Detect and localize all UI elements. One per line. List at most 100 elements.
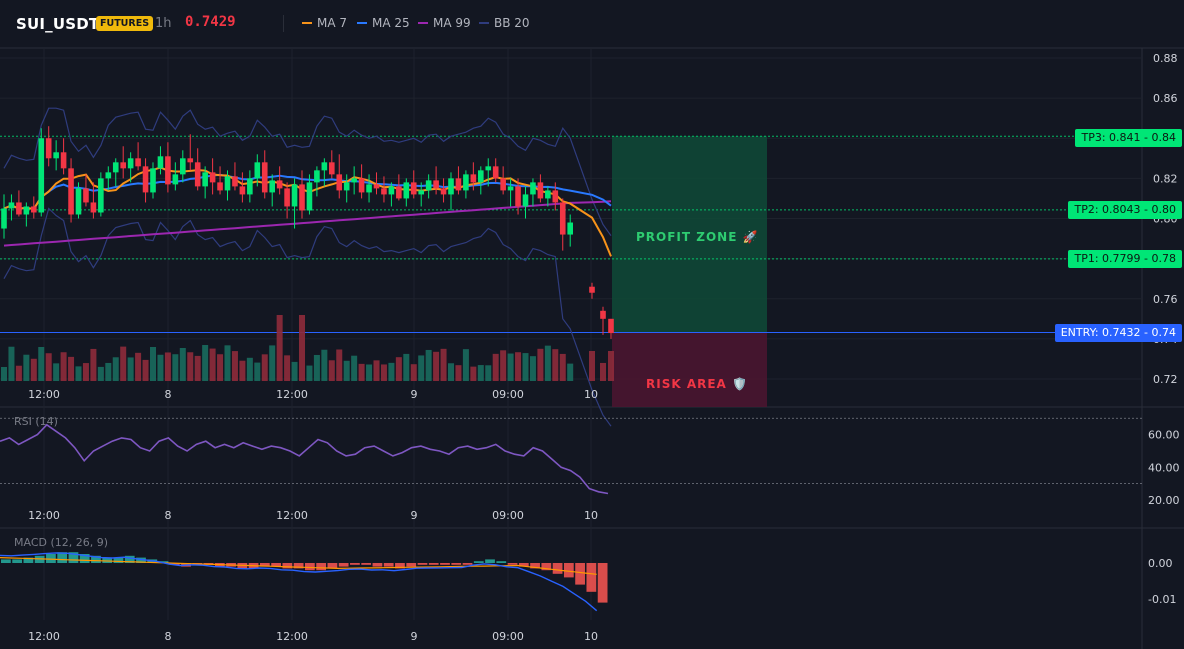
candle-body — [90, 202, 97, 213]
volume-bar — [82, 363, 89, 381]
macd-histogram-bar — [485, 559, 495, 563]
macd-histogram-bar — [563, 563, 574, 578]
legend-ma25[interactable]: MA 25 — [357, 16, 410, 30]
entry-tag[interactable]: ENTRY: 0.7432 - 0.74 — [1054, 324, 1182, 342]
volume-bar — [380, 364, 387, 381]
volume-bar — [589, 351, 595, 381]
macd-histogram-bar — [316, 563, 327, 571]
volume-bar — [150, 347, 156, 381]
volume-bar — [68, 356, 75, 381]
macd-histogram-bar — [507, 563, 518, 565]
volume-bar — [105, 362, 112, 381]
legend-ma99[interactable]: MA 99 — [418, 16, 471, 30]
candle-body — [291, 184, 298, 207]
legend-bb20[interactable]: BB 20 — [479, 16, 530, 30]
candle-body — [552, 190, 559, 203]
volume-bar — [462, 349, 469, 381]
candle-body — [38, 138, 45, 213]
candle-body — [440, 188, 447, 195]
volume-bar — [321, 349, 328, 381]
tp1-price: 0.78 — [1151, 252, 1177, 265]
volume-bar — [403, 353, 410, 381]
volume-bar — [336, 349, 343, 381]
volume-bar — [53, 363, 60, 381]
candle-body — [455, 178, 462, 191]
time-axis-tick: 9 — [411, 509, 418, 522]
volume-bar — [366, 364, 373, 381]
macd-histogram-bar — [372, 563, 383, 567]
volume-bar — [261, 354, 268, 381]
ma99-swatch-icon — [418, 22, 428, 24]
candle-body — [217, 182, 223, 191]
candle-body — [567, 222, 573, 235]
volume-bar — [507, 353, 514, 381]
volume-bar — [209, 348, 216, 381]
candle-body — [373, 184, 380, 189]
volume-bar — [433, 351, 440, 381]
macd-histogram-bar — [428, 563, 439, 565]
volume-bar — [500, 350, 507, 381]
candle-body — [16, 202, 22, 215]
volume-bar — [440, 348, 447, 381]
volume-bar — [600, 362, 606, 381]
macd-histogram-bar — [23, 557, 34, 563]
volume-bar — [172, 354, 179, 381]
candle-body — [112, 162, 119, 173]
candle-body — [410, 182, 417, 195]
price-axis-tick: 0.86 — [1153, 92, 1178, 105]
volume-bar — [567, 363, 574, 381]
candle-body — [306, 182, 313, 211]
tp1-tag[interactable]: TP1: 0.7799 - 0.78 — [1068, 250, 1182, 268]
volume-bar — [492, 353, 499, 381]
macd-histogram-bar — [46, 554, 56, 563]
macd-axis-tick: 0.00 — [1148, 557, 1173, 570]
candle-body — [105, 172, 112, 179]
legend-ma7[interactable]: MA 7 — [302, 16, 347, 30]
candle-body — [559, 202, 566, 235]
legend-ma99-label: MA 99 — [433, 16, 471, 30]
candle-body — [507, 186, 514, 191]
candle-body — [336, 174, 343, 191]
candle-body — [463, 174, 469, 191]
macd-histogram-bar — [293, 563, 304, 569]
volume-bar — [552, 349, 559, 381]
tp2-tag[interactable]: TP2: 0.8043 - 0.80 — [1068, 201, 1182, 219]
tp2-label: TP2: 0.8043 — [1074, 203, 1141, 216]
volume-bar — [328, 360, 335, 381]
volume-bar — [179, 347, 186, 381]
macd-histogram-bar — [338, 563, 349, 567]
volume-bar — [30, 358, 37, 381]
symbol-title[interactable]: SUI_USDT — [16, 15, 100, 33]
candle-body — [351, 178, 357, 183]
macd-histogram-bar — [586, 563, 597, 592]
candle-body — [381, 188, 387, 195]
profit-zone-label: PROFIT ZONE 🚀 — [636, 230, 759, 244]
time-axis-tick: 09:00 — [492, 388, 524, 401]
candle-body — [299, 184, 305, 211]
macd-histogram-bar — [575, 563, 585, 585]
macd-histogram-bar — [271, 563, 281, 567]
candle-body — [150, 168, 156, 193]
volume-bar — [608, 351, 614, 381]
macd-histogram-bar — [91, 555, 101, 563]
tp2-price: 0.80 — [1151, 203, 1177, 216]
candle-body — [589, 286, 595, 293]
candle-body — [433, 180, 439, 189]
price-axis-tick: 0.82 — [1153, 172, 1178, 185]
macd-histogram-bar — [518, 563, 529, 567]
volume-bar — [418, 355, 425, 381]
candle-body — [425, 180, 432, 191]
entry-label: ENTRY: 0.7432 — [1060, 326, 1141, 339]
timeframe-label[interactable]: 1h — [155, 16, 172, 31]
tp3-tag[interactable]: TP3: 0.841 - 0.84 — [1075, 129, 1182, 147]
volume-bar — [217, 354, 224, 381]
candle-body — [403, 182, 410, 199]
bb-upper-line — [3, 107, 612, 237]
macd-histogram-bar — [473, 561, 484, 563]
volume-bar — [112, 357, 119, 381]
volume-bar — [45, 353, 52, 381]
candle-body — [314, 170, 320, 183]
time-axis-tick: 09:00 — [492, 630, 524, 643]
volume-bar — [306, 365, 313, 381]
